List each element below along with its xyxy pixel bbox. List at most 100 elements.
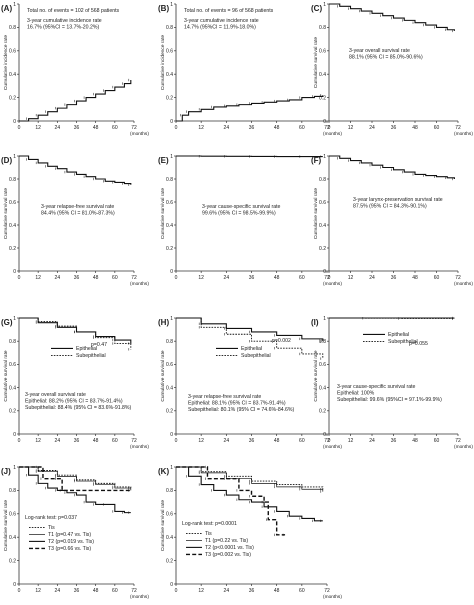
x-tick-label: 72 <box>455 125 461 131</box>
y-axis-label: Cumulative survival rate <box>160 188 166 240</box>
panel-label: (H) <box>158 318 169 327</box>
annotation-text: Epithelial: 88.1% (95% CI = 83.7%-91.4%) <box>188 401 286 407</box>
x-tick-label: 0 <box>328 125 331 131</box>
x-tick-label: 60 <box>112 125 118 131</box>
y-tick-label: 0.6 <box>166 49 173 55</box>
x-axis-unit: (months) <box>323 444 342 450</box>
x-tick-label: 12 <box>35 588 41 594</box>
y-axis-label: Cumulative survival rate <box>160 350 166 402</box>
x-tick-label: 0 <box>328 438 331 444</box>
y-tick-label: 0.4 <box>9 223 16 229</box>
y-tick-label: 0 <box>13 432 16 438</box>
panel-b: (B) 0 0.2 0.4 0.6 0.8 1 0 12 24 36 48 60 72(months) Cu… <box>158 2 342 137</box>
x-tick-label: 48 <box>412 438 418 444</box>
legend-entry: Epithelial <box>241 346 262 352</box>
annotation-text: Subepithelial: 99.6% (95%CI = 97.1%-99.9… <box>337 397 442 403</box>
km-curve-series-0 <box>176 95 324 122</box>
panel-label: (B) <box>158 4 169 13</box>
y-tick-label: 0.6 <box>319 200 326 206</box>
y-tick-label: 0.2 <box>319 409 326 415</box>
x-tick-label: 0 <box>175 588 178 594</box>
y-tick-label: 0.4 <box>319 223 326 229</box>
y-tick-label: 0.2 <box>9 246 16 252</box>
y-tick-label: 0 <box>13 269 16 275</box>
y-tick-label: 1 <box>170 465 173 471</box>
p-value: Log-rank test: p=0.0001 <box>182 521 237 527</box>
legend-entry: T1 (p=0.47 vs. Tis) <box>48 532 91 538</box>
x-tick-label: 48 <box>412 125 418 131</box>
y-axis-label: Cumulative survival rate <box>313 37 319 89</box>
x-tick-label: 72 <box>455 438 461 444</box>
x-axis-unit: (months) <box>323 594 342 600</box>
annotation-text: 3-year cumulative incidence rate <box>27 18 102 24</box>
y-tick-label: 1 <box>323 316 326 322</box>
x-tick-label: 24 <box>55 588 61 594</box>
x-tick-label: 24 <box>55 125 61 131</box>
annotation-text: 3-year overall survival rate <box>25 392 86 398</box>
x-tick-label: 12 <box>198 125 204 131</box>
axes <box>328 4 458 122</box>
y-tick-label: 0.6 <box>166 362 173 368</box>
panel-j: (J) 0 0.2 0.4 0.6 0.8 1 0 12 24 36 48 60 72(months) Cu… <box>1 465 149 600</box>
y-tick-label: 1 <box>170 316 173 322</box>
x-tick-label: 24 <box>224 438 230 444</box>
km-curve-subepithelial <box>176 317 324 359</box>
km-curve-series-0 <box>329 155 455 179</box>
y-tick-label: 0.8 <box>9 488 16 494</box>
p-value: p=0.002 <box>272 338 291 344</box>
x-tick-label: 60 <box>299 275 305 281</box>
panel-label: (J) <box>1 467 11 476</box>
x-tick-label: 36 <box>74 588 80 594</box>
y-axis-label: Cumulative incidence rate <box>160 35 166 91</box>
km-curve-series-0 <box>176 155 323 158</box>
y-tick-label: 1 <box>323 154 326 160</box>
y-tick-label: 0.4 <box>9 535 16 541</box>
panel-i: (I)00.20.40.60.810 12 24 36 48 60 72(months)Cu… <box>311 316 473 450</box>
y-axis-label: Cumulative survival rate <box>313 188 319 240</box>
y-axis-label: Cumulative survival rate <box>3 500 9 552</box>
annotation-text: 3-year cause-specific survival rate <box>202 204 281 210</box>
y-tick-label: 0.2 <box>166 246 173 252</box>
x-tick-label: 36 <box>249 275 255 281</box>
x-tick-label: 48 <box>274 275 280 281</box>
x-tick-label: 12 <box>35 125 41 131</box>
y-tick-label: 0.8 <box>166 177 173 183</box>
y-tick-label: 0 <box>170 119 173 125</box>
x-tick-label: 60 <box>434 438 440 444</box>
panel-label: (E) <box>158 156 169 165</box>
annotation-text: 3-year relapse-free survival rate <box>188 394 261 400</box>
x-tick-label: 0 <box>175 275 178 281</box>
annotation-text: 84.4% (95% CI = 81.0%-87.3%) <box>41 211 115 217</box>
y-tick-label: 0.2 <box>166 558 173 564</box>
x-tick-label: 72 <box>455 275 461 281</box>
y-tick-label: 0.4 <box>166 72 173 78</box>
y-tick-label: 0.6 <box>166 512 173 518</box>
x-tick-label: 60 <box>112 275 118 281</box>
p-value: p=0.47 <box>91 342 107 348</box>
x-tick-label: 36 <box>249 125 255 131</box>
y-tick-label: 1 <box>170 154 173 160</box>
x-tick-label: 48 <box>274 125 280 131</box>
annotation-text: 14.7% (95%CI = 11.9%-18.0%) <box>184 25 256 31</box>
y-tick-label: 0 <box>170 432 173 438</box>
x-tick-label: 48 <box>274 438 280 444</box>
legend-entry: Tis <box>205 531 212 537</box>
y-tick-label: 1 <box>13 465 16 471</box>
legend-entry: Subepithelial <box>76 353 106 359</box>
x-tick-label: 60 <box>112 588 118 594</box>
x-tick-label: 72 <box>324 125 330 131</box>
y-axis-label: Cumulative incidence rate <box>3 35 9 91</box>
km-curve-t3 <box>176 466 286 536</box>
x-tick-label: 24 <box>369 125 375 131</box>
x-tick-label: 0 <box>18 588 21 594</box>
legend-entry: Subepithelial <box>241 353 271 359</box>
panel-g: (G) 0 0.2 0.4 0.6 0.8 1 0 12 24 36 48 60 72(months) Cu… <box>1 316 149 450</box>
x-axis-unit: (months) <box>130 131 149 137</box>
x-tick-label: 48 <box>93 125 99 131</box>
y-tick-label: 0 <box>323 432 326 438</box>
x-tick-label: 12 <box>348 275 354 281</box>
x-tick-label: 0 <box>175 438 178 444</box>
y-tick-label: 1 <box>13 2 16 8</box>
panel-f: (F)00.20.40.60.810 12 24 36 48 60 72(months)Cu… <box>311 154 473 287</box>
annotation-text: 99.6% (95% CI = 98.5%-99.9%) <box>202 211 276 217</box>
